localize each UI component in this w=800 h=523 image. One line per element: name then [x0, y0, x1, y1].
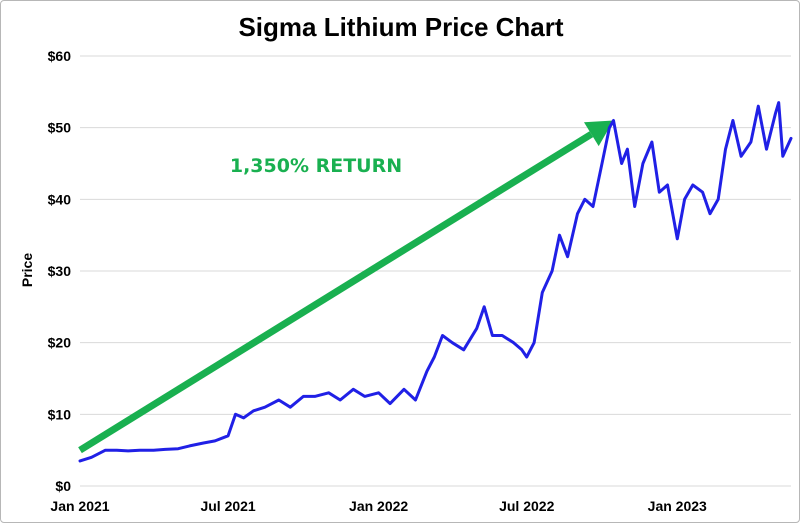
chart-title: Sigma Lithium Price Chart — [238, 12, 563, 42]
return-arrow-head — [583, 120, 614, 147]
x-tick-label: Jan 2022 — [349, 498, 408, 514]
y-tick-label: $20 — [48, 335, 72, 351]
y-axis-label: Price — [19, 253, 35, 287]
x-tick-label: Jul 2022 — [499, 498, 554, 514]
x-tick-label: Jan 2023 — [648, 498, 707, 514]
y-tick-label: $10 — [48, 406, 72, 422]
x-tick-label: Jul 2021 — [200, 498, 255, 514]
x-tick-label: Jan 2021 — [50, 498, 109, 514]
y-tick-label: $60 — [48, 48, 72, 64]
y-tick-label: $30 — [48, 263, 72, 279]
y-tick-label: $50 — [48, 120, 72, 136]
return-annotation: 1,350% RETURN — [230, 155, 402, 177]
price-line — [78, 101, 793, 463]
y-tick-label: $0 — [55, 478, 71, 494]
return-arrow-shaft — [78, 131, 594, 454]
y-tick-label: $40 — [48, 191, 72, 207]
